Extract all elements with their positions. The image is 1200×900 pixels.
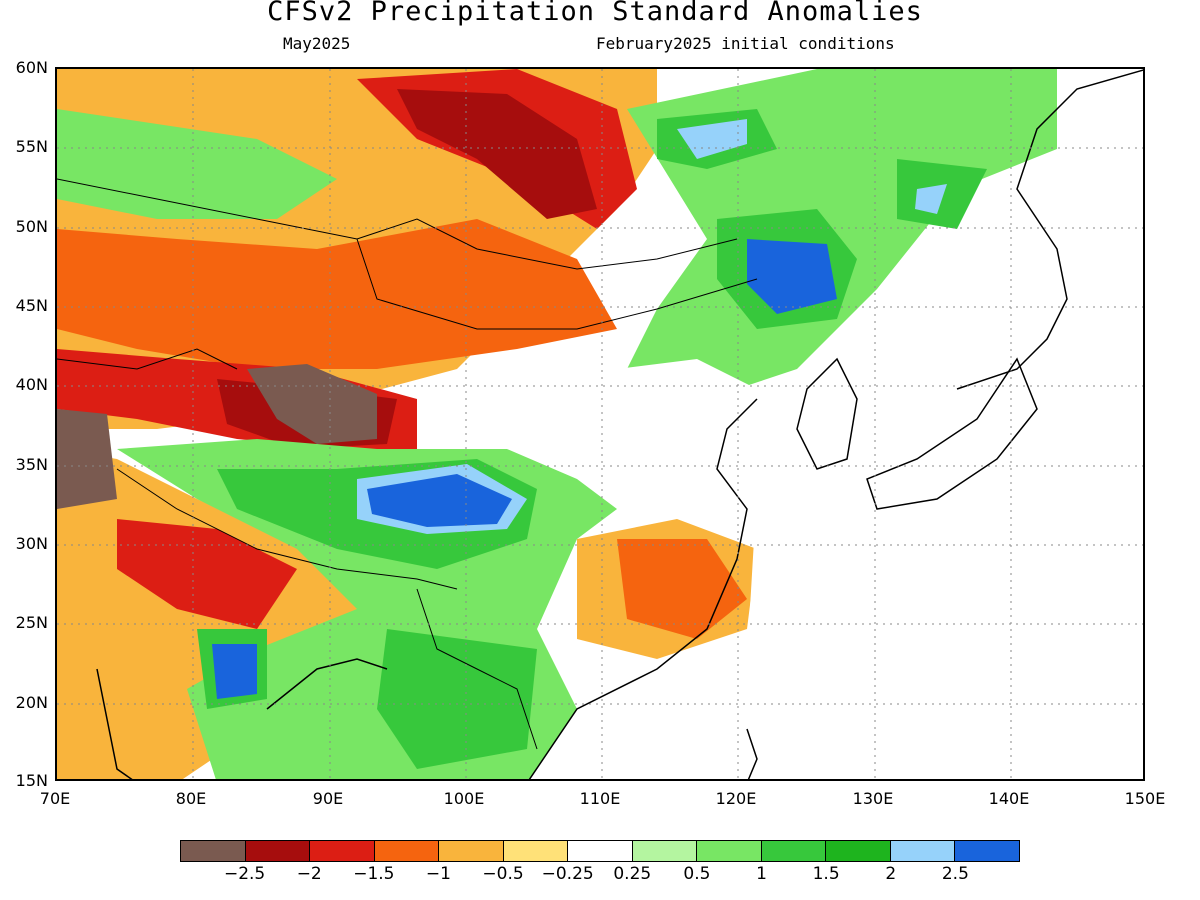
wet-core-myanmar — [377, 629, 537, 769]
colorbar-swatch — [568, 841, 633, 861]
wet-strong-sakhalin — [915, 184, 947, 214]
coastline-taiwan — [746, 728, 758, 779]
lon-label-90e: 90E — [312, 789, 344, 808]
coastlines — [96, 69, 1143, 779]
dry-extreme-taklamakan — [247, 364, 377, 444]
colorbar-swatch — [761, 841, 827, 861]
lon-label-80e: 80E — [175, 789, 207, 808]
map-area — [55, 67, 1145, 781]
lat-label-20n: 20N — [15, 693, 48, 712]
colorbar-swatch — [955, 841, 1019, 861]
neutral-ocean — [578, 329, 1143, 779]
colorbar-tick-label: 0.5 — [683, 864, 711, 884]
lat-label-45n: 45N — [15, 296, 48, 315]
colorbar-swatch — [245, 841, 311, 861]
dry-core-baikal — [397, 89, 597, 219]
lon-label-100e: 100E — [443, 789, 485, 808]
neutral-north-china-plain — [617, 359, 757, 429]
lat-label-35n: 35N — [15, 455, 48, 474]
colorbar-tick-label: 2 — [885, 864, 897, 884]
border-himalaya — [116, 468, 458, 590]
border-russia-mongolia — [57, 178, 738, 270]
colorbar-tick-label: −2 — [296, 864, 322, 884]
colorbar-tick-label: −1 — [425, 864, 451, 884]
colorbar-tick-label: 1.5 — [812, 864, 840, 884]
wet-region-kazakhstan — [57, 109, 337, 219]
lat-label-50n: 50N — [15, 217, 48, 236]
colorbar-tick-label: 0.25 — [613, 864, 652, 884]
colorbar-swatch — [632, 841, 698, 861]
colorbar-tick-label: −0.5 — [482, 864, 524, 884]
coastline-japan — [866, 357, 1038, 510]
wet-extreme-tibet — [367, 474, 512, 527]
coastline-china — [528, 398, 758, 779]
colorbar-tick-label: −0.25 — [541, 864, 594, 884]
coastline-india-east — [266, 658, 388, 710]
lon-label-150e: 150E — [1124, 789, 1166, 808]
border-china-mongolia — [356, 238, 758, 330]
colorbar-tick-label: −1.5 — [353, 864, 395, 884]
lon-label-140e: 140E — [988, 789, 1030, 808]
border-myanmar — [416, 588, 538, 750]
lon-label-70e: 70E — [39, 789, 71, 808]
border-central-asia — [57, 348, 238, 370]
colorbar-tick-label: 1 — [756, 864, 767, 884]
lat-label-40n: 40N — [15, 375, 48, 394]
wet-strong-siberia — [677, 119, 747, 159]
colorbar-swatch — [374, 841, 440, 861]
colorbar-swatch — [826, 841, 891, 861]
coastline-korea — [796, 357, 858, 470]
colorbar-tick-label: −2.5 — [223, 864, 266, 884]
lat-label-15n: 15N — [15, 771, 48, 790]
wet-extreme-bay-of-bengal — [212, 644, 257, 699]
lat-label-60n: 60N — [15, 58, 48, 77]
dry-core-jiangnan — [617, 539, 747, 639]
graticule — [57, 69, 1143, 779]
colorbar-swatch — [890, 841, 956, 861]
colorbar-swatch — [439, 841, 504, 861]
country-borders — [57, 178, 758, 750]
wet-extreme-northeast-china — [747, 239, 837, 314]
initial-conditions: February2025 initial conditions — [596, 34, 895, 53]
colorbar-swatch — [181, 841, 246, 861]
lat-label-30n: 30N — [15, 534, 48, 553]
colorbar — [180, 840, 1020, 862]
lon-label-110e: 110E — [579, 789, 621, 808]
anomaly-field — [57, 69, 1143, 779]
lat-label-55n: 55N — [15, 137, 48, 156]
coastline-india-west — [96, 668, 133, 779]
colorbar-tick-label: 2.5 — [941, 864, 969, 884]
colorbar-swatch — [697, 841, 762, 861]
map-title: CFSv2 Precipitation Standard Anomalies — [267, 0, 923, 27]
lat-label-25n: 25N — [15, 613, 48, 632]
colorbar-swatch — [310, 841, 375, 861]
dry-extreme-west — [57, 409, 117, 509]
coastline-russia-far-east — [956, 69, 1143, 390]
target-month: May2025 — [283, 34, 351, 53]
colorbar-swatch — [503, 841, 569, 861]
lon-label-120e: 120E — [715, 789, 757, 808]
lon-label-130e: 130E — [852, 789, 894, 808]
dry-core-central-asia — [57, 219, 617, 369]
